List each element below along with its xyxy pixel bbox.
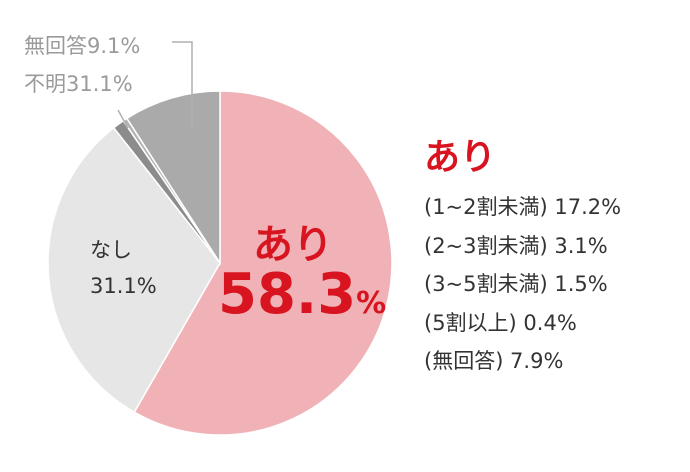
slice-label-nashi: なし 31.1% xyxy=(90,232,157,304)
ari-value-unit: % xyxy=(356,286,387,321)
slice-label-fumei: 不明31.1% xyxy=(24,72,133,96)
ari-value-number: 58.3 xyxy=(218,262,357,327)
breakdown-item: (2~3割未満) 3.1% xyxy=(424,233,608,258)
slice-label-ari-value: 58.3% xyxy=(218,262,386,327)
slice-ari xyxy=(133,90,393,436)
breakdown-item: (3~5割未満) 1.5% xyxy=(424,272,608,296)
slice-label-ari-name: あり xyxy=(253,222,333,268)
slice-mukaito xyxy=(125,90,221,266)
leader-line-mukaito xyxy=(172,41,193,130)
breakdown-title: あり xyxy=(424,137,497,178)
breakdown-item: (無回答) 7.9% xyxy=(424,349,564,373)
breakdown-list: (1~2割未満) 17.2% (2~3割未満) 3.1% (3~5割未満) 1.… xyxy=(424,188,621,381)
nashi-name: なし xyxy=(90,238,132,262)
breakdown-item: (1~2割未満) 17.2% xyxy=(424,195,622,219)
breakdown-item: (5割以上) 0.4% xyxy=(424,310,577,335)
slice-nashi xyxy=(47,126,221,414)
leader-line-fumei xyxy=(117,109,129,129)
slice-label-mukaito: 無回答9.1% xyxy=(24,34,141,58)
nashi-value: 31.1% xyxy=(90,274,157,298)
